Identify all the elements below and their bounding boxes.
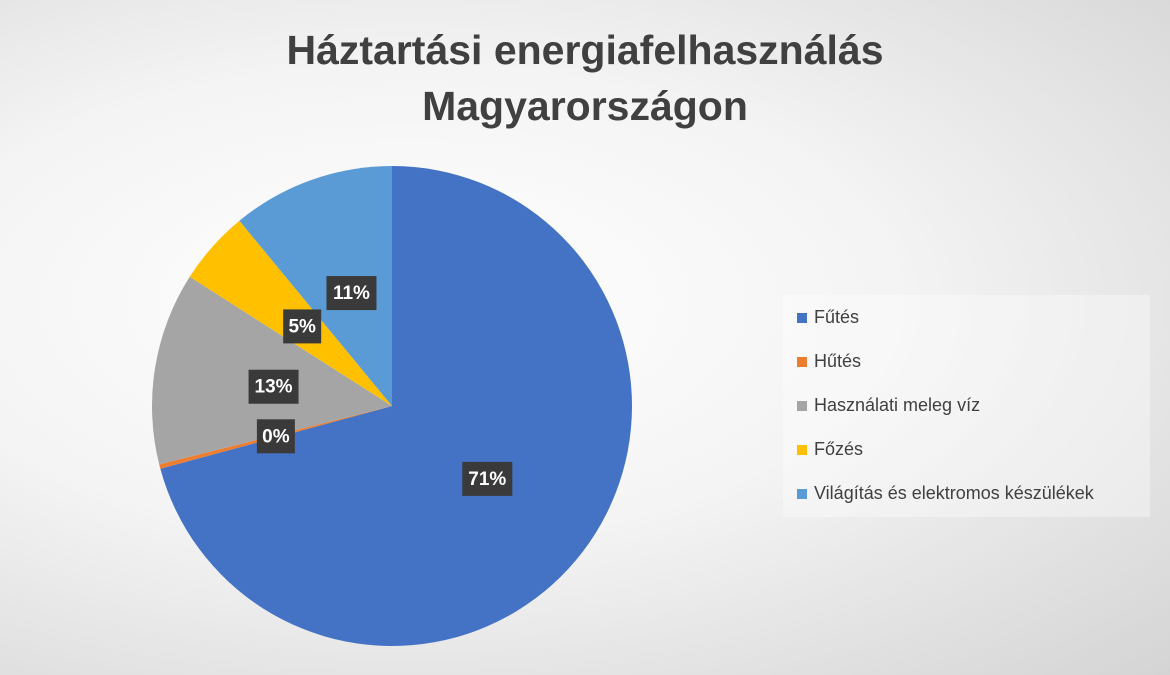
value-label-box [326,276,377,311]
pie-slice [160,166,632,647]
chart-title: Háztartási energiafelhasználás Magyarors… [286,27,884,129]
legend-label: Főzés [814,439,863,459]
value-label-box [256,419,295,454]
value-label: 71% [468,469,506,490]
legend-label: Használati meleg víz [814,395,980,415]
value-label: 11% [333,283,370,304]
value-label-box [248,369,299,404]
legend-swatch [797,357,807,367]
legend-swatch [797,401,807,411]
legend-box [783,295,1150,517]
legend-swatch [797,445,807,455]
legend-label: Világítás és elektromos készülékek [814,483,1095,503]
legend-swatch [797,313,807,323]
legend-label: Hűtés [814,351,861,371]
legend-label: Fűtés [814,307,859,327]
pie-slice [239,166,392,406]
value-label: 0% [262,426,290,447]
legend-swatch [797,489,807,499]
value-label-box [462,461,513,496]
value-label-box [283,309,322,344]
value-label: 5% [288,316,316,337]
value-label: 13% [255,377,293,398]
